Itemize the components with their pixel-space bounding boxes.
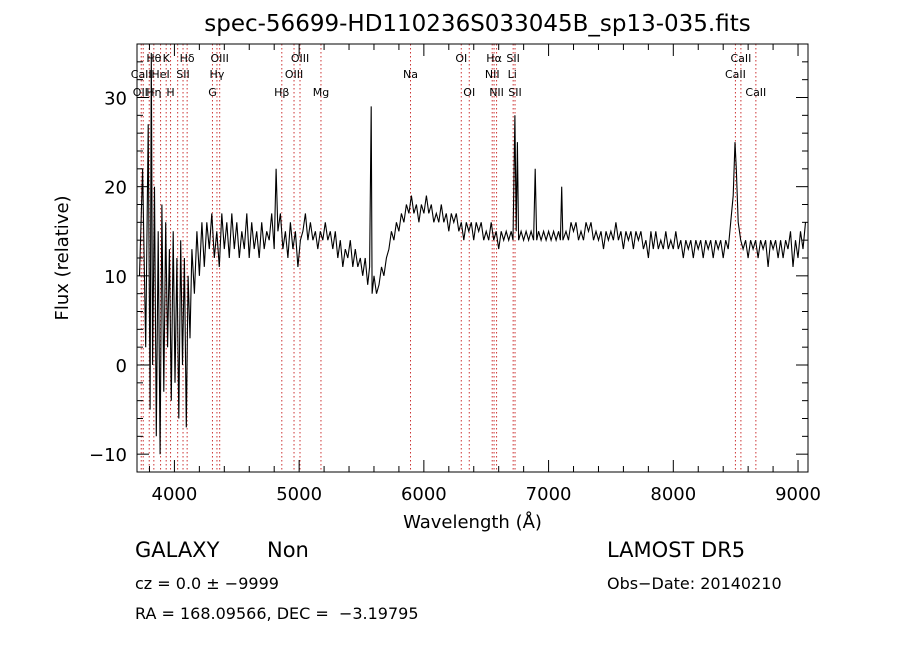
spectral-line-label: CaII xyxy=(745,86,766,99)
redshift-cz: cz = 0.0 ± −9999 xyxy=(135,574,279,593)
ra-dec-coordinates: RA = 168.09566, DEC = −3.19795 xyxy=(135,604,419,623)
object-class: GALAXY xyxy=(135,538,220,562)
spectral-line-label: SII xyxy=(508,86,521,99)
x-tick-label: 5000 xyxy=(276,484,322,505)
spectral-line-label: K xyxy=(163,52,171,65)
spectral-line-label: NII xyxy=(485,68,500,81)
spectral-line-label: Hγ xyxy=(210,68,225,81)
spectral-line-label: HeI xyxy=(151,68,169,81)
chart-title: spec-56699-HD110236S033045B_sp13-035.fit… xyxy=(204,11,750,37)
object-subclass: Non xyxy=(267,538,309,562)
spectral-line-label: NII xyxy=(489,86,504,99)
x-tick-label: 8000 xyxy=(650,484,696,505)
spectral-line-label: SII xyxy=(506,52,519,65)
spectral-line-label: CaII xyxy=(725,68,746,81)
y-tick-label: 10 xyxy=(104,267,127,288)
spectral-line-label: Hβ xyxy=(274,86,289,99)
spectral-line-label: Hα xyxy=(486,52,502,65)
observation-date: Obs−Date: 20140210 xyxy=(607,574,782,593)
y-tick-label: −10 xyxy=(89,445,127,466)
spectral-line-label: Mg xyxy=(313,86,329,99)
spectral-line-label: CaII xyxy=(131,68,152,81)
y-tick-label: 30 xyxy=(104,89,127,110)
x-axis-label: Wavelength (Å) xyxy=(403,511,542,533)
spectral-line-label: OII xyxy=(133,86,148,99)
plot-frame xyxy=(136,43,809,473)
spectral-line-label: OI xyxy=(463,86,475,99)
spectral-line-label: OIII xyxy=(210,52,228,65)
spectral-line-label: Na xyxy=(403,68,418,81)
x-tick-label: 4000 xyxy=(152,484,198,505)
x-tick-label: 7000 xyxy=(526,484,572,505)
y-tick-label: 0 xyxy=(116,356,127,377)
spectral-line-label: OIII xyxy=(285,68,303,81)
spectral-line-label: Hη xyxy=(146,86,161,99)
survey-name: LAMOST DR5 xyxy=(607,538,746,562)
spectral-line-label: Hδ xyxy=(180,52,195,65)
spectral-line-label: SII xyxy=(176,68,189,81)
spectral-line-label: G xyxy=(208,86,217,99)
spectral-line-label: H xyxy=(166,86,174,99)
spectrum-chart: 4000 5000 6000 7000 8000 9000 −10 0 10 20 30 Hθ K Hδ O… xyxy=(52,11,821,533)
spectral-line-label: Hθ xyxy=(146,52,161,65)
y-axis-label: Flux (relative) xyxy=(52,195,73,320)
spectral-line-label: OI xyxy=(455,52,467,65)
y-tick-label: 20 xyxy=(104,178,127,199)
spectral-line-label: CaII xyxy=(730,52,751,65)
x-tick-label: 6000 xyxy=(401,484,447,505)
spectral-line-label: OIII xyxy=(291,52,309,65)
spectral-line-label: Li xyxy=(508,68,517,81)
spectrum-line xyxy=(138,52,807,455)
x-tick-label: 9000 xyxy=(775,484,821,505)
